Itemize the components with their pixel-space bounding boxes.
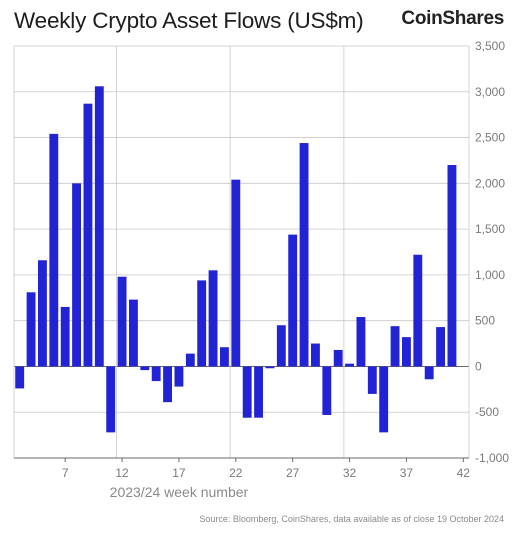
bar-week-23 [242,366,252,418]
y-tick-label: -1,000 [475,451,509,465]
bar-week-11 [106,366,116,433]
x-tick-label: 27 [286,466,300,480]
bar-week-16 [163,366,172,403]
bar-week-8 [72,183,81,367]
bar-week-4 [26,292,36,367]
bar-week-32 [345,363,354,367]
x-tick-label: 12 [115,466,129,480]
bar-week-25 [265,366,275,369]
bar-week-34 [367,366,377,394]
bar-week-38 [413,254,423,367]
bar-week-17 [174,366,184,387]
x-tick-label: 7 [62,466,69,480]
bar-week-20 [208,270,218,367]
bar-week-7 [60,306,70,367]
bar-week-21 [220,347,229,367]
bar-week-26 [276,325,286,367]
y-tick-label: 1,000 [475,268,505,282]
source-note: Source: Bloomberg, CoinShares, data avai… [199,514,504,524]
bar-week-22 [231,179,241,367]
bar-week-28 [299,143,309,367]
bar-week-18 [185,353,195,367]
x-tick-label: 32 [343,466,357,480]
bar-week-36 [390,326,400,367]
bar-week-14 [140,366,150,371]
bar-week-41 [447,165,457,367]
x-tick-label: 17 [172,466,186,480]
y-tick-label: 1,500 [475,222,505,236]
bar-week-27 [288,234,298,367]
y-tick-label: -500 [475,405,499,419]
bar-week-10 [94,86,104,367]
bar-week-12 [117,276,127,367]
chart-title: Weekly Crypto Asset Flows (US$m) [14,8,364,33]
bar-week-29 [311,343,320,367]
brand-logo: CoinShares [401,8,504,29]
y-tick-label: 500 [475,314,495,328]
bar-week-39 [424,366,434,380]
bar-week-13 [129,299,138,367]
bar-week-35 [379,366,389,433]
bar-week-9 [83,103,93,367]
x-tick-label: 37 [400,466,414,480]
x-tick-label: 42 [457,466,471,480]
bar-week-19 [197,280,207,367]
y-tick-label: 3,500 [475,39,505,53]
bar-week-5 [38,260,47,367]
bar-week-24 [254,366,263,418]
bar-week-33 [356,317,366,367]
y-tick-label: 2,000 [475,176,505,190]
y-tick-label: 0 [475,359,482,373]
bar-week-40 [436,327,445,367]
bar-week-15 [151,366,161,382]
x-tick-label: 22 [229,466,243,480]
bar-week-3 [15,366,25,389]
bar-week-37 [402,337,411,367]
x-axis-title: 2023/24 week number [110,484,249,500]
bar-week-30 [322,366,332,415]
y-tick-label: 3,000 [475,85,505,99]
bar-week-6 [49,133,59,367]
bar-week-31 [333,349,343,367]
y-tick-label: 2,500 [475,131,505,145]
